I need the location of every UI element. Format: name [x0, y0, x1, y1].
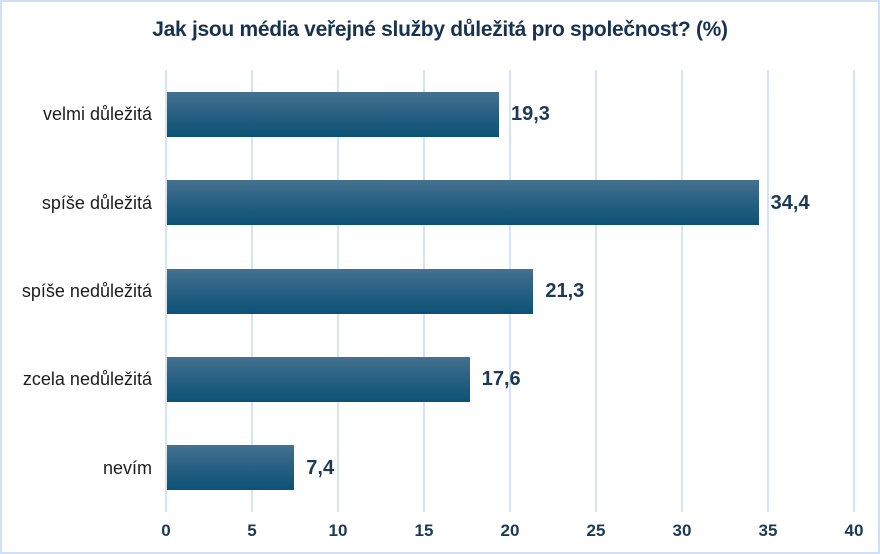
x-axis-tick-label: 40 [844, 521, 864, 540]
x-axis-tick-label: 5 [247, 521, 257, 540]
x-axis-tick-label: 20 [500, 521, 520, 540]
value-label: 34,4 [770, 191, 810, 214]
x-axis-tick-label: 25 [586, 521, 606, 540]
gridline-x-40 [853, 70, 855, 512]
gridline-x-30 [681, 70, 683, 512]
bar-3 [167, 268, 534, 314]
category-label: spíše důležitá [41, 192, 152, 213]
chart-title: Jak jsou média veřejné služby důležitá p… [152, 18, 728, 41]
value-label: 7,4 [306, 456, 335, 479]
gridline-x-25 [595, 70, 597, 512]
category-label: velmi důležitá [42, 104, 152, 125]
bar-1 [167, 91, 499, 137]
x-axis-tick-label: 35 [758, 521, 778, 540]
category-label: spíše nedůležitá [21, 281, 152, 301]
gridline-x-35 [767, 70, 769, 512]
value-label: 17,6 [481, 368, 521, 391]
x-axis-tick-label: 0 [161, 521, 171, 540]
x-axis-tick-label: 15 [414, 521, 434, 540]
category-label: zcela nedůležitá [22, 369, 152, 390]
value-label: 19,3 [510, 103, 550, 126]
bar-4 [167, 356, 470, 402]
category-label: nevím [102, 457, 152, 478]
x-axis-tick-label: 30 [672, 521, 692, 540]
bar-5 [167, 445, 295, 491]
gridline-x-0 [165, 70, 167, 512]
x-axis-tick-label: 10 [328, 521, 348, 540]
bar-2 [167, 180, 759, 226]
value-label: 21,3 [545, 280, 585, 302]
